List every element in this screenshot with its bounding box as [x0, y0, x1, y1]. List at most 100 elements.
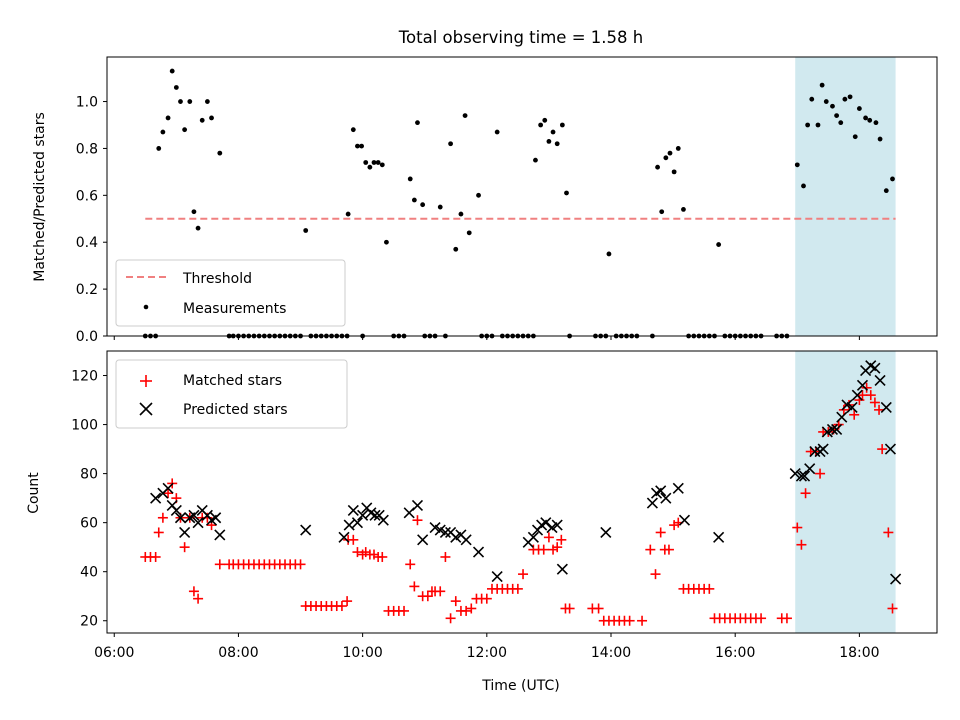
measurement-point [546, 139, 552, 144]
measurement-point [350, 127, 356, 133]
predicted-star-point [369, 509, 381, 521]
measurement-point [847, 94, 853, 100]
measurement-point [842, 96, 848, 102]
predicted-star-point [836, 411, 848, 423]
top-y-tick-label: 0.8 [76, 141, 98, 157]
matched-star-point [781, 613, 792, 624]
matched-star-point [153, 527, 164, 538]
matched-star-point [193, 593, 204, 604]
top-highlight-span [795, 57, 896, 336]
matched-star-point [800, 488, 811, 499]
measurement-point [199, 117, 205, 123]
predicted-star-point [377, 514, 389, 526]
bottom-x-tick-label: 16:00 [715, 645, 755, 661]
matched-star-point [669, 520, 680, 531]
matched-star-point [792, 522, 803, 533]
matched-star-point [874, 404, 885, 415]
bottom-highlight-span [795, 351, 896, 633]
predicted-star-point [460, 534, 472, 546]
measurement-point [659, 209, 665, 215]
measurement-point [852, 134, 858, 140]
predicted-star-point [162, 482, 174, 494]
matched-star-point [650, 569, 661, 580]
measurement-point [564, 190, 569, 196]
measurement-point [667, 150, 673, 156]
measurement-point [178, 99, 183, 104]
matched-star-point [445, 613, 456, 624]
measurement-point [303, 228, 309, 233]
bottom-axes-frame [106, 350, 938, 634]
predicted-star-point [527, 531, 539, 543]
measurement-point [819, 82, 825, 88]
measurement-point [195, 225, 201, 231]
top-panel: 0.0 0.2 0.4 0.6 0.8 1.0 Matched/Predicted sta… [32, 56, 938, 345]
predicted-star-point [214, 529, 226, 541]
measurement-point [815, 122, 821, 128]
predicted-star-point [351, 517, 364, 529]
predicted-star-point [831, 423, 843, 436]
predicted-star-point [338, 531, 350, 543]
predicted-legend-label: Predicted stars [183, 402, 288, 418]
matched-star-point [815, 468, 826, 479]
matched-star-point [756, 613, 767, 624]
measurement-point [550, 129, 556, 135]
top-y-ticks: 0.0 0.2 0.4 0.6 0.8 1.0 [76, 95, 107, 345]
matched-star-point [869, 397, 880, 408]
measurement-point [823, 99, 829, 104]
matched-star-point [214, 559, 225, 570]
measurement-point [384, 239, 389, 245]
top-axes-frame [106, 56, 938, 337]
matched-star-point [552, 542, 563, 553]
measurement-point [476, 192, 481, 198]
measurement-point [367, 164, 373, 170]
measurement-point [863, 115, 868, 121]
bottom-y-tick-label: 120 [71, 369, 98, 385]
matched-star-point [450, 596, 461, 607]
top-y-tick-label: 0.0 [76, 329, 98, 345]
measurement-point [809, 96, 815, 102]
predicted-star-point [856, 379, 869, 391]
bottom-x-tick-label: 08:00 [218, 645, 258, 661]
matched-star-point [295, 559, 306, 570]
matched-legend-label: Matched stars [183, 373, 282, 389]
measurement-point [873, 120, 879, 126]
bottom-panel: 20 40 60 80 100 120 06:00 08:00 10:00 12:00 14:00… [26, 350, 938, 694]
predicted-star-point [672, 482, 684, 494]
predicted-star-point [798, 470, 811, 482]
matched-star-point [861, 382, 872, 393]
predicted-star-point [540, 517, 552, 529]
measurement-point [716, 242, 722, 247]
predicted-star-point [439, 526, 451, 539]
measurement-point [655, 164, 660, 170]
top-x-ticks [113, 336, 860, 340]
matched-star-point [564, 603, 575, 614]
top-y-tick-label: 0.2 [76, 282, 98, 298]
measurement-point [191, 209, 197, 215]
measurement-point [453, 246, 459, 252]
predicted-star-point [192, 517, 204, 529]
bottom-y-tick-label: 20 [80, 614, 98, 630]
matched-star-point [877, 444, 888, 455]
predicted-star-point [869, 362, 881, 374]
measurement-point [681, 206, 686, 212]
predicted-star-point [646, 497, 658, 509]
predicted-star-point [713, 531, 725, 543]
matched-star-point [887, 603, 898, 614]
measurement-point [834, 113, 840, 119]
measurement-point [411, 197, 417, 203]
top-legend: Threshold Measurements [115, 259, 346, 327]
matched-star-point [655, 527, 666, 538]
predicted-star-point [851, 389, 863, 401]
measurement-point [187, 99, 193, 104]
measurement-point [458, 211, 464, 217]
matched-star-point [188, 586, 199, 597]
top-y-axis-label: Matched/Predicted stars [32, 112, 48, 282]
top-y-tick-label: 1.0 [76, 95, 98, 111]
matched-star-point [593, 603, 604, 614]
matched-star-point [796, 539, 807, 550]
measurement-point [830, 103, 835, 109]
matched-star-point [543, 532, 554, 543]
matched-star-point [369, 549, 380, 560]
measurement-point [379, 162, 385, 168]
matched-star-point [348, 534, 359, 545]
